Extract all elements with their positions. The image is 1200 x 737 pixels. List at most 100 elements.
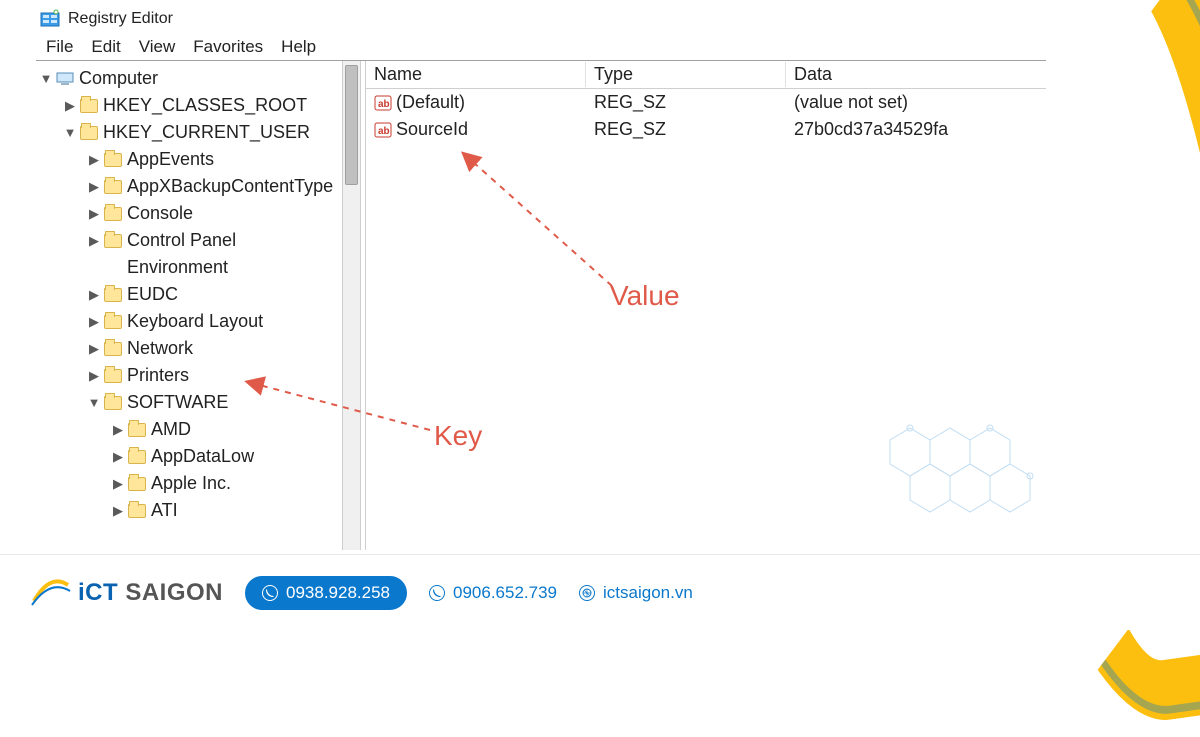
column-name[interactable]: Name xyxy=(366,62,586,87)
tree-label: HKEY_CURRENT_USER xyxy=(100,122,313,143)
tree-label: Apple Inc. xyxy=(148,473,234,494)
tree-item[interactable]: ▶ AppDataLow xyxy=(36,443,342,470)
menubar: File Edit View Favorites Help xyxy=(36,34,1046,60)
brand-logo: iCT SAIGON xyxy=(28,571,223,615)
values-header[interactable]: NameTypeData xyxy=(366,61,1046,89)
folder-icon xyxy=(126,423,148,437)
stage: Registry Editor File Edit View Favorites… xyxy=(0,0,1200,630)
value-row[interactable]: abSourceIdREG_SZ27b0cd37a34529fa xyxy=(366,116,1046,143)
folder-icon xyxy=(102,153,124,167)
tree-scrollbar[interactable] xyxy=(342,61,360,550)
toggle-icon[interactable]: ▼ xyxy=(86,395,102,410)
toggle-icon[interactable]: ▶ xyxy=(86,314,102,330)
tree-item[interactable]: ▼ HKEY_CURRENT_USER xyxy=(36,119,342,146)
toggle-icon[interactable]: ▼ xyxy=(62,125,78,140)
tree-item[interactable]: ▶ Control Panel xyxy=(36,227,342,254)
svg-text:ab: ab xyxy=(378,99,390,110)
menu-help[interactable]: Help xyxy=(273,35,324,59)
tree-item[interactable]: ▼SOFTWARE xyxy=(36,389,342,416)
annotation-key: Key xyxy=(434,420,482,452)
annotation-value: Value xyxy=(610,280,680,312)
toggle-icon[interactable]: ▶ xyxy=(86,206,102,222)
toggle-icon[interactable]: ▶ xyxy=(110,449,126,465)
tree-label: ATI xyxy=(148,500,181,521)
tree-label: EUDC xyxy=(124,284,181,305)
svg-text:ab: ab xyxy=(378,126,390,137)
toggle-icon[interactable]: ▶ xyxy=(86,368,102,384)
menu-favorites[interactable]: Favorites xyxy=(185,35,271,59)
folder-icon xyxy=(126,477,148,491)
folder-icon xyxy=(102,288,124,302)
toggle-icon[interactable]: ▶ xyxy=(86,179,102,195)
folder-icon xyxy=(78,99,100,113)
tree[interactable]: ▼ Computer ▶ HKEY_CLASSES_ROOT ▼ HKEY_CURRENT… xyxy=(36,61,342,550)
tree-item[interactable]: ▶ Network xyxy=(36,335,342,362)
tree-item[interactable]: ▶ Console xyxy=(36,200,342,227)
value-data: (value not set) xyxy=(786,92,1046,113)
value-name: ab(Default) xyxy=(366,92,586,113)
toggle-icon[interactable]: ▶ xyxy=(86,341,102,357)
window-title: Registry Editor xyxy=(68,10,173,28)
phone-secondary[interactable]: 0906.652.739 xyxy=(429,583,557,603)
website-text: ictsaigon.vn xyxy=(603,583,693,603)
value-name: abSourceId xyxy=(366,119,586,140)
tree-panel: ▼ Computer ▶ HKEY_CLASSES_ROOT ▼ HKEY_CURRENT… xyxy=(36,61,360,550)
tree-item[interactable]: ▶ AppEvents xyxy=(36,146,342,173)
folder-icon xyxy=(102,396,124,410)
website[interactable]: ictsaigon.vn xyxy=(579,583,693,603)
value-type: REG_SZ xyxy=(586,92,786,113)
phone-secondary-text: 0906.652.739 xyxy=(453,583,557,603)
toggle-icon[interactable]: ▼ xyxy=(38,71,54,86)
toggle-icon[interactable]: ▶ xyxy=(110,476,126,492)
regedit-icon xyxy=(40,9,60,29)
column-type[interactable]: Type xyxy=(586,62,786,87)
brand-text: iCT SAIGON xyxy=(78,579,223,607)
tree-label: Control Panel xyxy=(124,230,239,251)
tree-root[interactable]: ▼ Computer xyxy=(36,65,342,92)
folder-icon xyxy=(78,126,100,140)
tree-label: Console xyxy=(124,203,196,224)
phone-primary[interactable]: 0938.928.258 xyxy=(245,576,407,610)
phone-primary-text: 0938.928.258 xyxy=(286,583,390,603)
globe-icon xyxy=(579,585,595,601)
menu-edit[interactable]: Edit xyxy=(83,35,128,59)
toggle-icon[interactable]: ▶ xyxy=(86,260,102,276)
tree-label: Printers xyxy=(124,365,192,386)
scroll-thumb[interactable] xyxy=(345,65,358,185)
computer-icon xyxy=(54,72,76,86)
toggle-icon[interactable]: ▶ xyxy=(86,152,102,168)
value-row[interactable]: ab(Default)REG_SZ(value not set) xyxy=(366,89,1046,116)
phone-icon xyxy=(262,585,278,601)
value-data: 27b0cd37a34529fa xyxy=(786,119,1046,140)
tree-item[interactable]: ▶ ATI xyxy=(36,497,342,524)
toggle-icon[interactable]: ▶ xyxy=(86,287,102,303)
tree-label: Network xyxy=(124,338,196,359)
tree-label: AppEvents xyxy=(124,149,217,170)
toggle-icon[interactable]: ▶ xyxy=(110,503,126,519)
footer: iCT SAIGON 0938.928.258 0906.652.739 ict… xyxy=(0,554,1200,630)
tree-label: AppXBackupContentType xyxy=(124,176,336,197)
toggle-icon[interactable]: ▶ xyxy=(86,233,102,249)
tree-label: Keyboard Layout xyxy=(124,311,266,332)
tree-item[interactable]: ▶ EUDC xyxy=(36,281,342,308)
toggle-icon[interactable]: ▶ xyxy=(62,98,78,114)
tree-label: HKEY_CLASSES_ROOT xyxy=(100,95,310,116)
tree-label: AppDataLow xyxy=(148,446,257,467)
menu-file[interactable]: File xyxy=(38,35,81,59)
menu-view[interactable]: View xyxy=(131,35,184,59)
tree-label: AMD xyxy=(148,419,194,440)
tree-item[interactable]: ▶ Apple Inc. xyxy=(36,470,342,497)
tree-item[interactable]: ▶ Keyboard Layout xyxy=(36,308,342,335)
client-area: ▼ Computer ▶ HKEY_CLASSES_ROOT ▼ HKEY_CURRENT… xyxy=(36,60,1046,550)
tree-item[interactable]: ▶ Printers xyxy=(36,362,342,389)
logo-swoosh-icon xyxy=(28,571,72,615)
tree-item[interactable]: ▶ Environment xyxy=(36,254,342,281)
toggle-icon[interactable]: ▶ xyxy=(110,422,126,438)
tree-item[interactable]: ▶ AMD xyxy=(36,416,342,443)
tree-label: Environment xyxy=(124,257,231,278)
tree-label: Computer xyxy=(76,68,161,89)
tree-item[interactable]: ▶ HKEY_CLASSES_ROOT xyxy=(36,92,342,119)
tree-item[interactable]: ▶ AppXBackupContentType xyxy=(36,173,342,200)
column-data[interactable]: Data xyxy=(786,62,1046,87)
titlebar: Registry Editor xyxy=(36,4,1046,34)
